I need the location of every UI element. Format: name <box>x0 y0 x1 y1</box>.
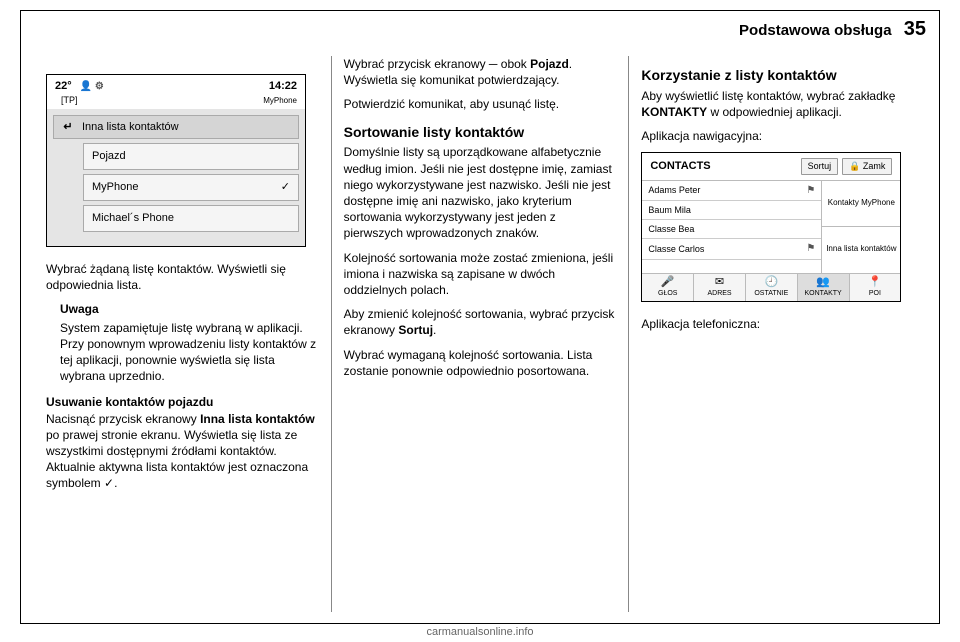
close-button[interactable]: 🔒 Zamk <box>842 158 892 174</box>
fig1-item-label: MyPhone <box>92 180 138 195</box>
contact-row[interactable]: Baum Mila <box>642 201 821 220</box>
back-icon[interactable]: ↵ <box>60 120 76 134</box>
fig2-sidebar: Kontakty MyPhone Inna lista kontaktów <box>822 181 900 273</box>
sort-button[interactable]: Sortuj <box>801 158 839 174</box>
note-label: Uwaga <box>60 301 319 317</box>
fig2-title: CONTACTS <box>650 159 710 174</box>
fig1-time: 14:22 <box>269 79 297 94</box>
poi-icon: 📍 <box>868 277 882 288</box>
column-3: Korzystanie z listy kontaktów Aby wyświe… <box>628 56 926 612</box>
fig1-statusbar: 22° 👤 ⚙ 14:22 <box>47 75 305 96</box>
col1-p2: Usuwanie kontaktów pojazdu Nacisnąć przy… <box>46 394 319 491</box>
lock-icon: 🔒 <box>849 161 860 171</box>
col1-p2-title: Usuwanie kontaktów pojazdu <box>46 395 213 409</box>
footer-tab-glos[interactable]: 🎤 GŁOS <box>642 274 694 301</box>
fig1-item-label: Michael´s Phone <box>92 211 174 226</box>
col2-p3: Domyślnie listy są uporządkowane alfabet… <box>344 144 617 241</box>
fig1-status-icons: 👤 ⚙ <box>80 80 104 94</box>
col1-p2a: Nacisnąć przycisk ekranowy <box>46 412 200 426</box>
col3-p1: Aby wyświetlić listę kontaktów, wybrać z… <box>641 88 914 120</box>
col2-p2: Potwierdzić komunikat, aby usunąć listę. <box>344 96 617 112</box>
page-number: 35 <box>904 18 926 41</box>
fig1-item-label: Pojazd <box>92 149 126 164</box>
contact-name: Adams Peter <box>648 184 700 196</box>
side-box-contacts[interactable]: Kontakty MyPhone <box>822 181 900 228</box>
col2-p4: Kolejność sortowania może zostać zmienio… <box>344 250 617 299</box>
close-label: Zamk <box>863 161 886 171</box>
col2-p5c: . <box>433 323 436 337</box>
column-1: 22° 👤 ⚙ 14:22 [TP] MyPhone ↵ Inna lista … <box>34 56 331 612</box>
fig1-list-title: Inna lista kontaktów <box>82 120 179 135</box>
footer-watermark: carmanualsonline.info <box>0 626 960 638</box>
contact-row[interactable]: Classe Carlos ⚑ <box>642 239 821 260</box>
fig1-list-header: ↵ Inna lista kontaktów <box>53 115 299 140</box>
col3-h1: Korzystanie z listy kontaktów <box>641 66 914 85</box>
col2-p5b: Sortuj <box>398 323 433 337</box>
fig2-contact-list: Adams Peter ⚑ Baum Mila Classe Bea Class… <box>642 181 822 273</box>
fig1-item-pojazd[interactable]: Pojazd <box>83 143 299 170</box>
fig2-body: Adams Peter ⚑ Baum Mila Classe Bea Class… <box>642 181 900 273</box>
col3-p1c: w odpowiedniej aplikacji. <box>707 105 842 119</box>
fig1-body: ↵ Inna lista kontaktów Pojazd MyPhone ✓ … <box>47 109 305 246</box>
footer-tab-poi[interactable]: 📍 POI <box>850 274 901 301</box>
footer-label: ADRES <box>707 289 731 298</box>
col2-p1b: Pojazd <box>530 57 569 71</box>
footer-tab-ostatnie[interactable]: 🕘 OSTATNIE <box>746 274 798 301</box>
col2-h1: Sortowanie listy kontaktów <box>344 123 617 142</box>
col3-p1a: Aby wyświetlić listę kontaktów, wybrać z… <box>641 89 895 103</box>
contact-row[interactable]: Adams Peter ⚑ <box>642 181 821 202</box>
mic-icon: 🎤 <box>661 277 675 288</box>
col1-p2c: po prawej stronie ekranu. Wyświetla się … <box>46 428 308 491</box>
contact-name: Baum Mila <box>648 204 691 216</box>
check-icon: ✓ <box>281 180 290 195</box>
note-body: System zapamiętuje listę wybraną w aplik… <box>60 320 319 385</box>
col2-p1a: Wybrać przycisk ekranowy ─ obok <box>344 57 530 71</box>
col1-note: Uwaga System zapamiętuje listę wybraną w… <box>60 301 319 384</box>
footer-label: GŁOS <box>658 289 677 298</box>
flag-icon: ⚑ <box>806 242 815 256</box>
flag-icon: ⚑ <box>806 184 815 198</box>
figure-2: CONTACTS Sortuj 🔒 Zamk Adams Peter ⚑ <box>641 152 901 302</box>
recent-icon: 🕘 <box>764 277 778 288</box>
fig1-tp: [TP] <box>61 94 78 107</box>
fig1-item-myphone[interactable]: MyPhone ✓ <box>83 174 299 201</box>
col3-p3: Aplikacja telefoniczna: <box>641 316 914 332</box>
contact-row[interactable]: Classe Bea <box>642 220 821 239</box>
footer-tab-kontakty[interactable]: 👥 KONTAKTY <box>798 274 850 301</box>
col2-p1: Wybrać przycisk ekranowy ─ obok Pojazd. … <box>344 56 617 88</box>
header-title: Podstawowa obsługa <box>739 22 892 39</box>
fig2-footer: 🎤 GŁOS ✉ ADRES 🕘 OSTATNIE 👥 KONTAKTY 📍 <box>642 273 900 301</box>
figure-1: 22° 👤 ⚙ 14:22 [TP] MyPhone ↵ Inna lista … <box>46 74 306 247</box>
fig1-carrier: MyPhone <box>263 96 297 107</box>
footer-tab-adres[interactable]: ✉ ADRES <box>694 274 746 301</box>
fig1-temp: 22° <box>55 79 72 94</box>
col3-p1b: KONTAKTY <box>641 105 707 119</box>
side-box-other-list[interactable]: Inna lista kontaktów <box>822 227 900 273</box>
address-icon: ✉ <box>715 277 724 288</box>
col2-p5: Aby zmienić kolejność sortowania, wybrać… <box>344 306 617 338</box>
col1-p1: Wybrać żądaną listę kontaktów. Wyświetli… <box>46 261 319 293</box>
footer-label: OSTATNIE <box>754 289 788 298</box>
contacts-icon: 👥 <box>816 277 830 288</box>
contact-name: Classe Carlos <box>648 243 704 255</box>
content-columns: 22° 👤 ⚙ 14:22 [TP] MyPhone ↵ Inna lista … <box>34 56 926 612</box>
footer-label: KONTAKTY <box>805 289 842 298</box>
col1-p2b: Inna lista kontaktów <box>200 412 315 426</box>
page-header: Podstawowa obsługa 35 <box>739 18 926 41</box>
fig2-header: CONTACTS Sortuj 🔒 Zamk <box>642 153 900 180</box>
col3-p2: Aplikacja nawigacyjna: <box>641 128 914 144</box>
column-2: Wybrać przycisk ekranowy ─ obok Pojazd. … <box>331 56 629 612</box>
contact-name: Classe Bea <box>648 223 694 235</box>
col2-p6: Wybrać wymaganą kolejność sortowania. Li… <box>344 347 617 379</box>
fig1-item-michaels[interactable]: Michael´s Phone <box>83 205 299 232</box>
col2-p5a: Aby zmienić kolejność sortowania, wybrać… <box>344 307 615 337</box>
footer-label: POI <box>869 289 881 298</box>
